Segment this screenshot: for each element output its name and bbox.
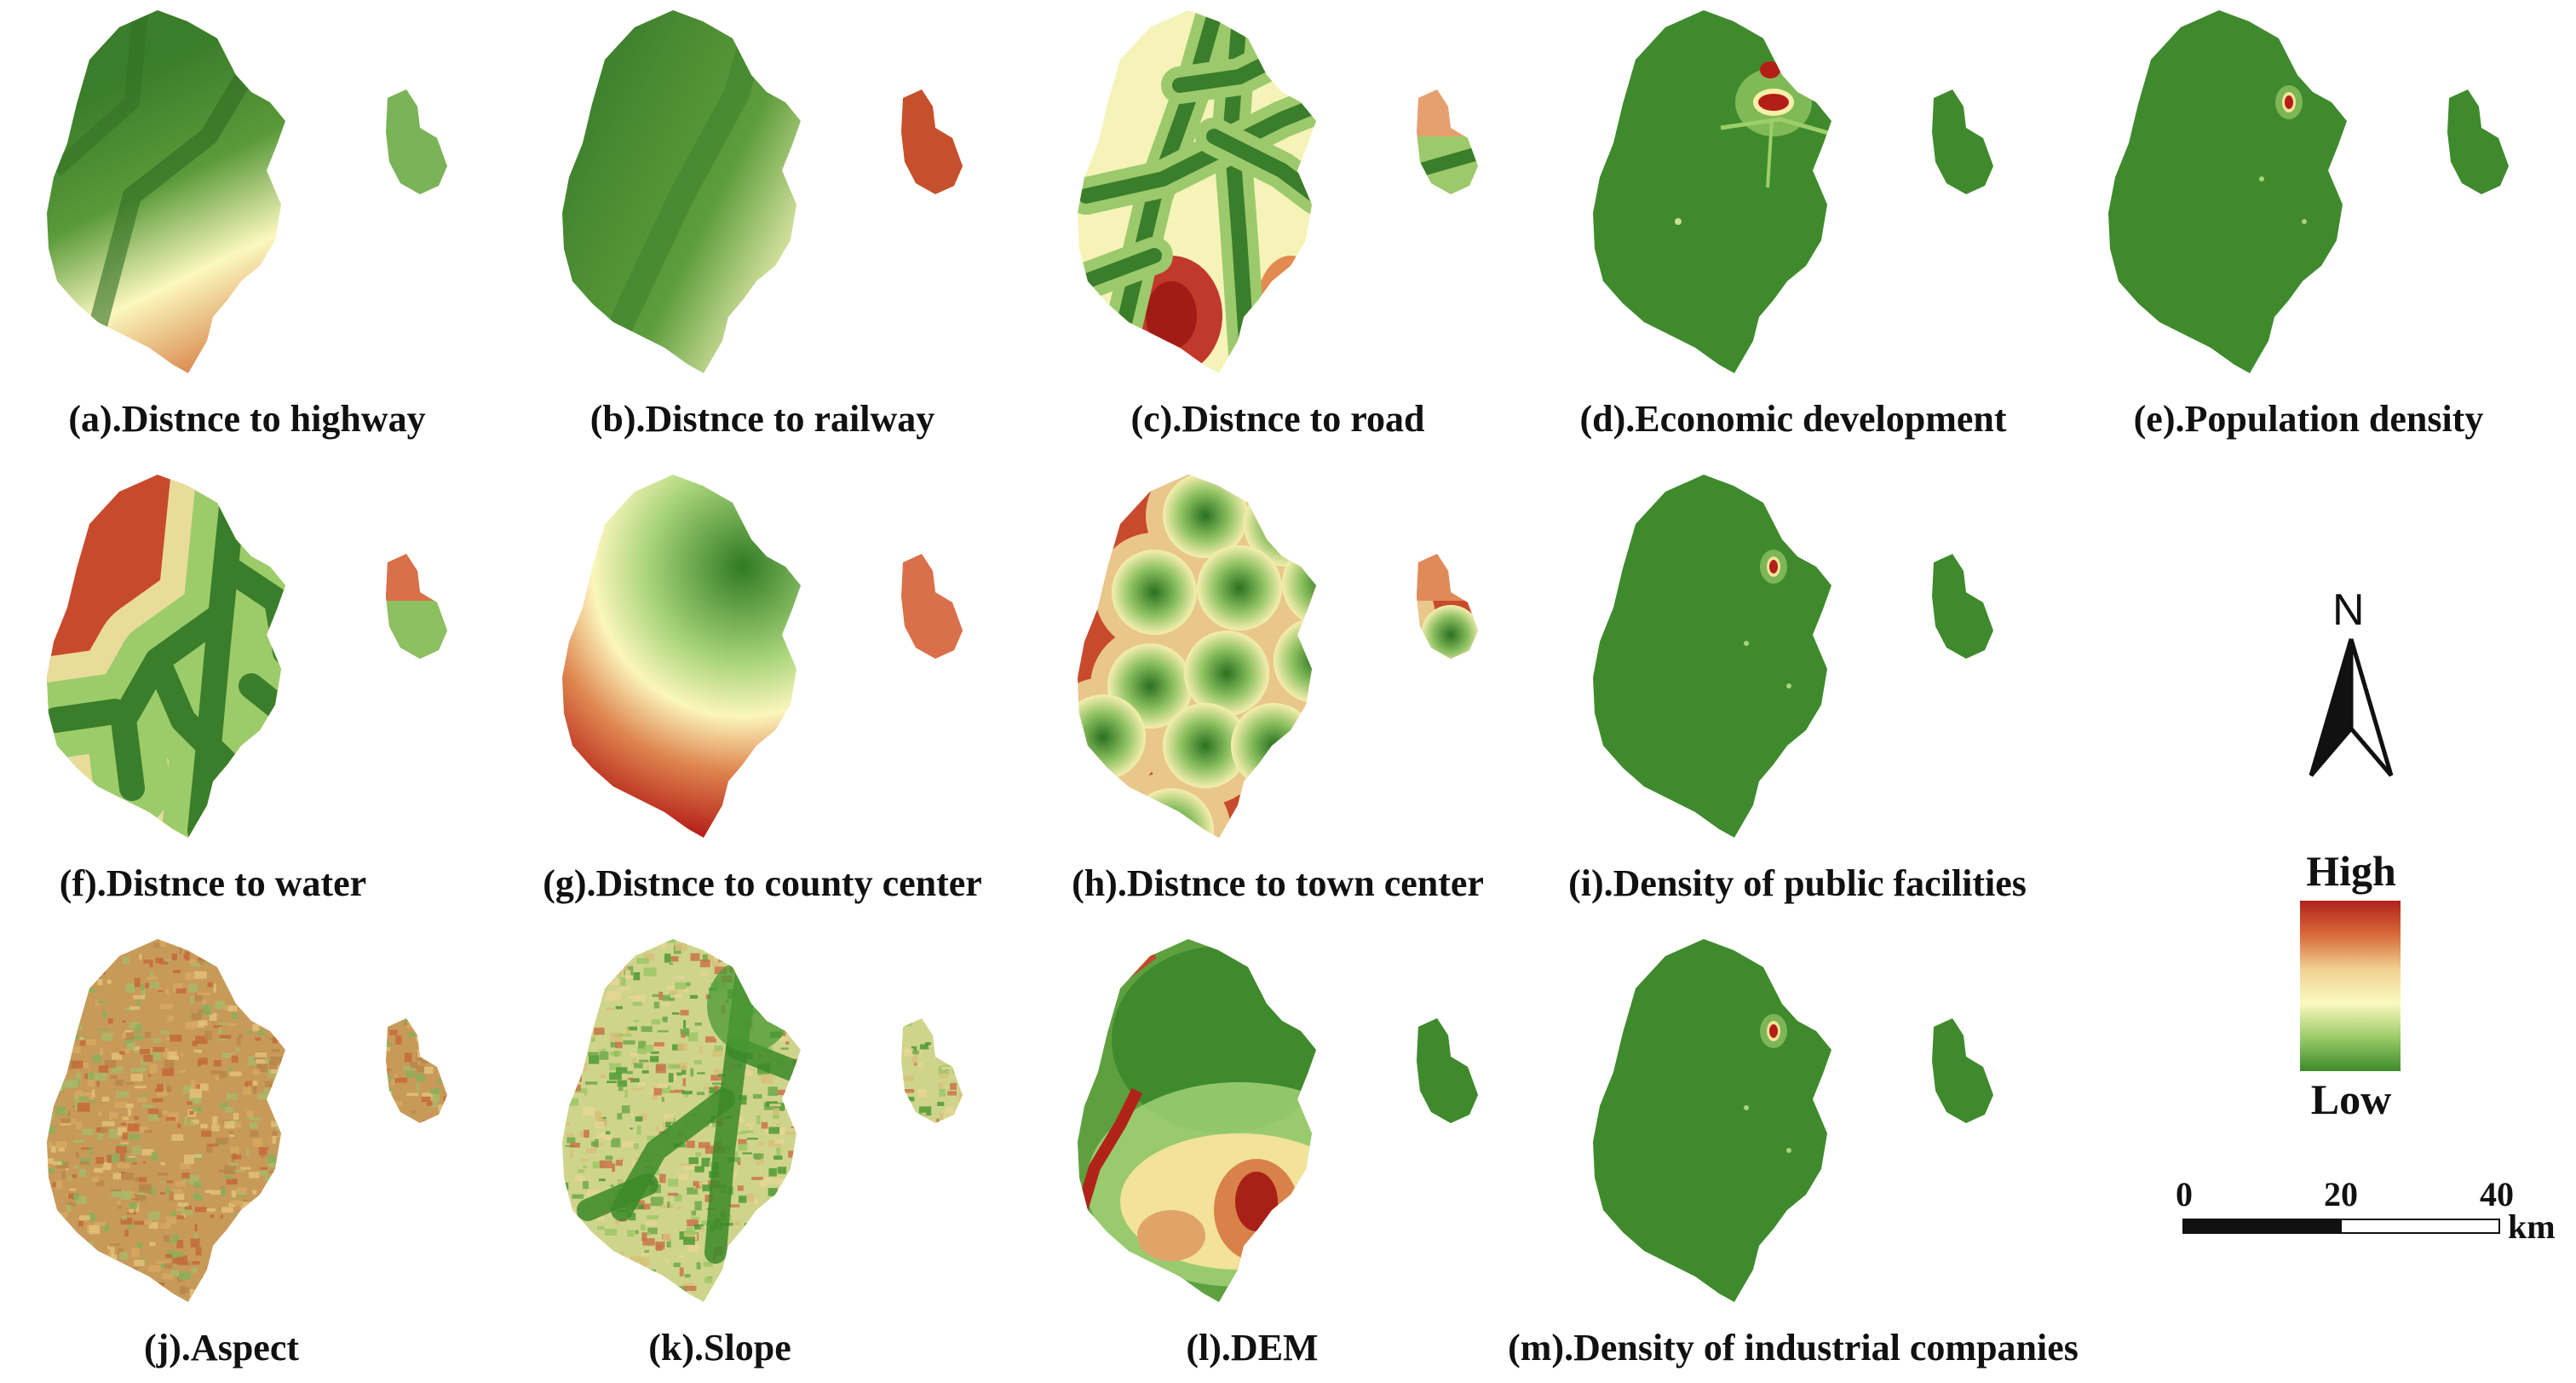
map-shape-f [47,475,447,838]
caption-k: (k).Slope [648,1327,791,1369]
map-shape-g [562,475,963,838]
map-panel-e [2108,10,2509,373]
legend-high-label: High [2306,847,2396,895]
caption-b: (b).Distnce to railway [589,398,935,440]
map-shape-k [562,939,963,1302]
map-shape-b [562,10,963,373]
map-panel-c [1078,10,1478,373]
map-panel-m [1593,939,1993,1302]
map-shape-a [47,10,447,373]
map-panel-f [47,475,447,838]
map-shape-d [1593,10,1993,373]
map-panel-a [47,10,447,373]
map-shape-l [1078,939,1478,1302]
caption-i: (i).Density of public facilities [1568,862,2027,904]
caption-g: (g).Distnce to county center [543,862,982,904]
legend-low-label: Low [2310,1075,2392,1123]
scale-unit: km [2508,1207,2556,1246]
map-panel-b [562,10,963,373]
map-panel-l [1078,939,1478,1302]
map-shape-h [1078,475,1478,838]
scale-bar [2182,1219,2500,1234]
map-panel-h [1078,475,1478,838]
caption-d: (d).Economic development [1579,398,2007,440]
caption-j: (j).Aspect [143,1327,300,1369]
map-panel-j [47,939,447,1302]
map-shape-j [47,939,447,1302]
legend-color-ramp [2300,901,2401,1071]
caption-m: (m).Density of industrial companies [1508,1327,2079,1369]
caption-a: (a).Distnce to highway [68,398,426,440]
map-panel-i [1593,475,1993,838]
map-shape-c [1078,10,1478,373]
scale-tick-20: 20 [2324,1175,2358,1213]
map-panel-d [1593,10,1993,373]
map-shape-m [1593,939,1993,1302]
caption-f: (f).Distnce to water [59,862,367,904]
north-arrow-icon [2309,638,2394,777]
scale-tick-0: 0 [2176,1175,2193,1213]
caption-e: (e).Population density [2133,398,2484,440]
caption-c: (c).Distnce to road [1130,398,1425,440]
map-shape-i [1593,475,1993,838]
caption-l: (l).DEM [1186,1327,1319,1369]
scale-tick-40: 40 [2480,1175,2514,1213]
caption-h: (h).Distnce to town center [1072,862,1484,904]
north-label: N [2332,585,2365,635]
map-shape-e [2108,10,2509,373]
map-panel-g [562,475,963,838]
map-panel-k [562,939,963,1302]
